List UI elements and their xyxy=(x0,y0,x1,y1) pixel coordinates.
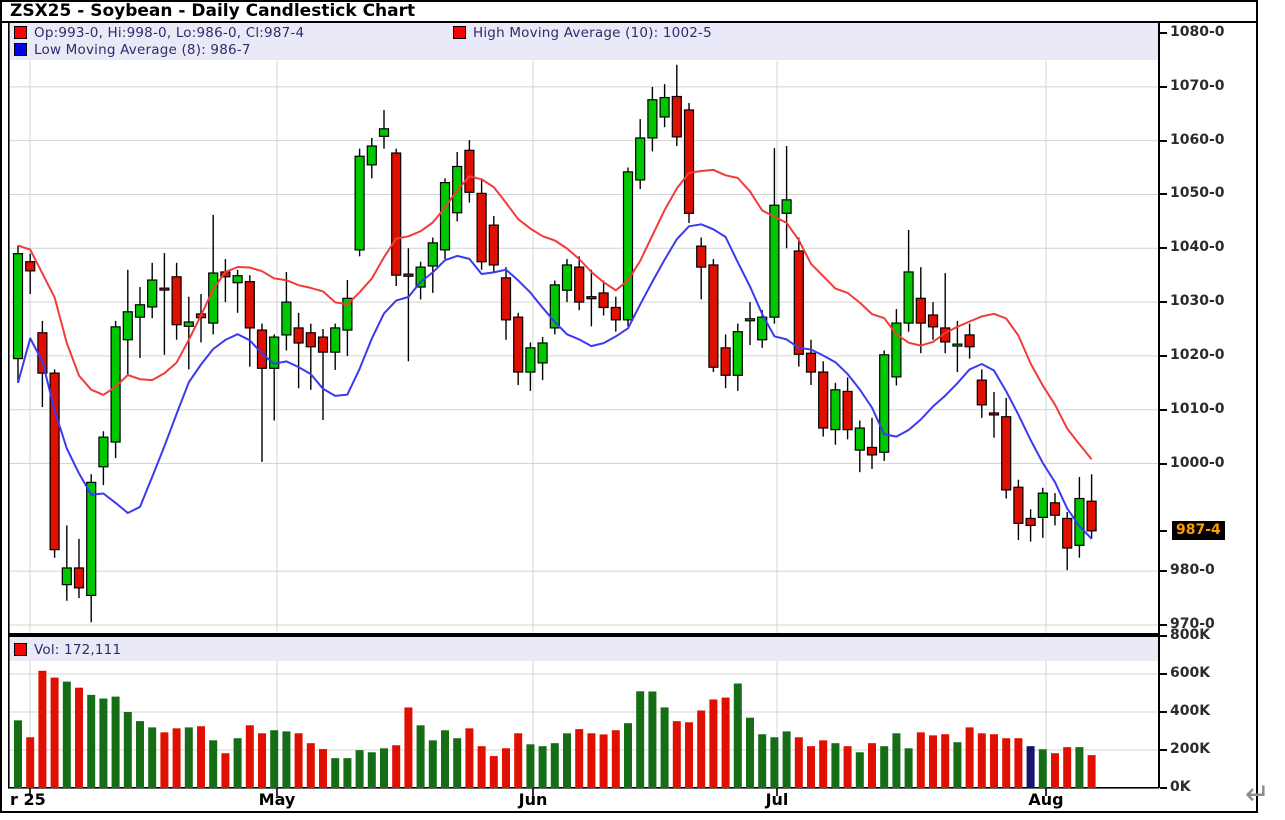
price-1070-0-tick xyxy=(1160,85,1167,88)
blue-square-icon xyxy=(14,43,27,56)
current-price-label: 987-4 xyxy=(1172,520,1225,540)
price-1070-0-label: 1070-0 xyxy=(1170,77,1225,94)
price-1080-0-label: 1080-0 xyxy=(1170,24,1225,40)
time-axis-label-r-25: r 25 xyxy=(10,790,46,809)
legend-ohlc-label: Op:993-0, Hi:998-0, Lo:986-0, Cl:987-4 xyxy=(34,24,305,41)
price-1030-0-label: 1030-0 xyxy=(1170,293,1225,310)
volume-400K-label: 400K xyxy=(1170,703,1211,719)
legend-volume-label: Vol: 172,111 xyxy=(34,641,122,658)
price-1040-0-label: 1040-0 xyxy=(1170,239,1225,256)
volume-0K-tick xyxy=(1160,787,1167,789)
volume-200K-label: 200K xyxy=(1170,741,1211,757)
time-axis-label-Jun: Jun xyxy=(518,790,548,809)
title-bar: ZSX25 - Soybean - Daily Candlestick Char… xyxy=(2,2,1256,23)
red-square-icon xyxy=(14,26,27,39)
candlestick-volume-plot xyxy=(8,23,1160,796)
price-axis: 1080-0 1070-0 1060-0 1050-0 1040-0 1030-0 1020… xyxy=(1160,23,1256,796)
price-1020-0-label: 1020-0 xyxy=(1170,346,1225,363)
price-1040-0-tick xyxy=(1160,247,1167,250)
price-980-0-label: 980-0 xyxy=(1170,562,1215,579)
price-1050-0-tick xyxy=(1160,193,1167,196)
price-1080-0-tick xyxy=(1160,32,1167,34)
price-1010-0-label: 1010-0 xyxy=(1170,400,1225,417)
price-1000-0-tick xyxy=(1160,462,1167,465)
legend-low-ma: Low Moving Average (8): 986-7 xyxy=(14,41,251,58)
time-axis: r 25 May Jun Jul Aug xyxy=(8,789,1160,813)
volume-600K-tick xyxy=(1160,673,1167,675)
volume-400K-tick xyxy=(1160,711,1167,713)
legend-high-ma-label: High Moving Average (10): 1002-5 xyxy=(473,24,712,41)
current-price-tick xyxy=(1160,529,1167,532)
price-1020-0-tick xyxy=(1160,354,1167,357)
volume-800K-tick xyxy=(1160,635,1167,637)
volume-800K-label: 800K xyxy=(1170,627,1211,643)
price-1000-0-label: 1000-0 xyxy=(1170,454,1225,471)
price-1060-0-tick xyxy=(1160,139,1167,142)
price-970-0-tick xyxy=(1160,624,1167,626)
time-axis-label-Jul: Jul xyxy=(765,790,789,809)
price-1060-0-label: 1060-0 xyxy=(1170,131,1225,148)
legend-high-ma: High Moving Average (10): 1002-5 xyxy=(453,24,712,41)
volume-0K-label: 0K xyxy=(1170,779,1191,795)
red-square-icon xyxy=(14,643,27,656)
time-axis-label-May: May xyxy=(258,790,296,809)
chart-canvas xyxy=(8,23,1160,796)
volume-200K-tick xyxy=(1160,749,1167,751)
red-square-icon xyxy=(453,26,466,39)
price-1010-0-tick xyxy=(1160,408,1167,411)
legend-ohlc: Op:993-0, Hi:998-0, Lo:986-0, Cl:987-4 xyxy=(14,24,305,41)
legend-volume: Vol: 172,111 xyxy=(14,641,122,658)
legend-low-ma-label: Low Moving Average (8): 986-7 xyxy=(34,41,251,58)
return-arrow-icon: ↵ xyxy=(1245,777,1271,812)
chart-title: ZSX25 - Soybean - Daily Candlestick Char… xyxy=(10,1,416,21)
price-980-0-tick xyxy=(1160,570,1167,573)
price-1050-0-label: 1050-0 xyxy=(1170,185,1225,202)
volume-600K-label: 600K xyxy=(1170,665,1211,681)
price-1030-0-tick xyxy=(1160,301,1167,304)
price-970-0-label: 970-0 xyxy=(1170,616,1215,632)
time-axis-label-Aug: Aug xyxy=(1028,790,1064,809)
